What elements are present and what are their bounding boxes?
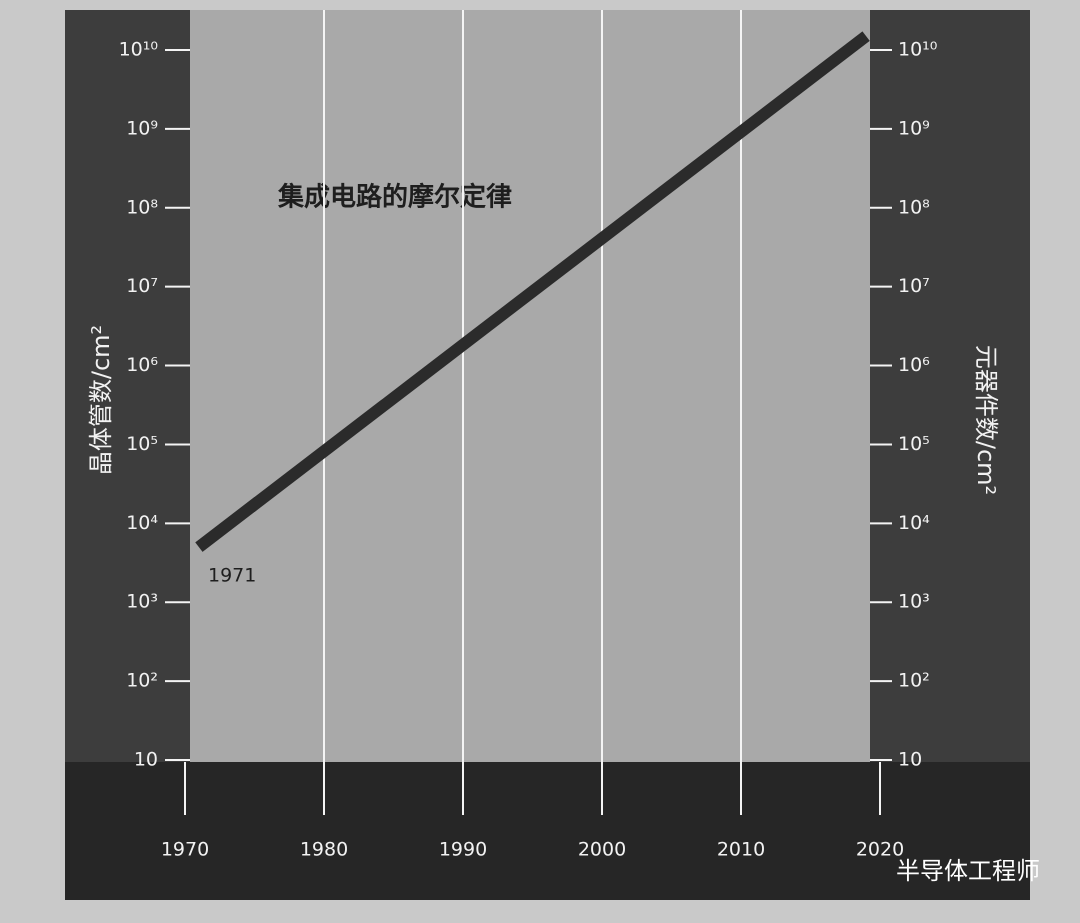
x-tick-label: 2020 [856, 839, 904, 861]
y2-axis-label: 元器件数/cm² [972, 345, 1000, 495]
chart-title: 集成电路的摩尔定律 [277, 182, 512, 213]
x-tick-label: 1980 [300, 839, 348, 861]
y-tick-label: 10⁶ [126, 354, 158, 376]
x-tick-label: 2010 [717, 839, 765, 861]
y-tick-label: 10² [126, 670, 158, 692]
y-tick-label: 10⁹ [126, 117, 158, 139]
x-tick-label: 1990 [439, 839, 487, 861]
y-axis-label: 晶体管数/cm² [87, 325, 115, 475]
y2-tick-label: 10² [898, 670, 930, 692]
y2-tick-label: 10³ [898, 591, 930, 613]
y2-tick-label: 10⁵ [898, 433, 930, 455]
y2-tick-label: 10 [898, 749, 922, 771]
x-tick-label: 2000 [578, 839, 626, 861]
y-tick-label: 10 [134, 749, 158, 771]
y2-tick-label: 10⁹ [898, 117, 930, 139]
x-tick-label: 1970 [161, 839, 209, 861]
y-tick-label: 10⁸ [126, 196, 158, 218]
y2-tick-label: 10⁶ [898, 354, 930, 376]
y2-tick-label: 10⁷ [898, 275, 930, 297]
watermark: 半导体工程师 [896, 857, 1040, 885]
y-tick-label: 10⁷ [126, 275, 158, 297]
y2-tick-label: 10⁸ [898, 196, 930, 218]
data-line [195, 31, 870, 552]
y2-tick-label: 10¹⁰ [898, 39, 937, 61]
annotation: 1971 [208, 565, 256, 587]
y-tick-label: 10⁵ [126, 433, 158, 455]
y-tick-label: 10³ [126, 591, 158, 613]
bottom-band [65, 762, 1030, 900]
y-tick-label: 10⁴ [126, 512, 158, 534]
plot-area [190, 10, 870, 762]
y2-tick-label: 10⁴ [898, 512, 930, 534]
y-tick-label: 10¹⁰ [119, 39, 158, 61]
